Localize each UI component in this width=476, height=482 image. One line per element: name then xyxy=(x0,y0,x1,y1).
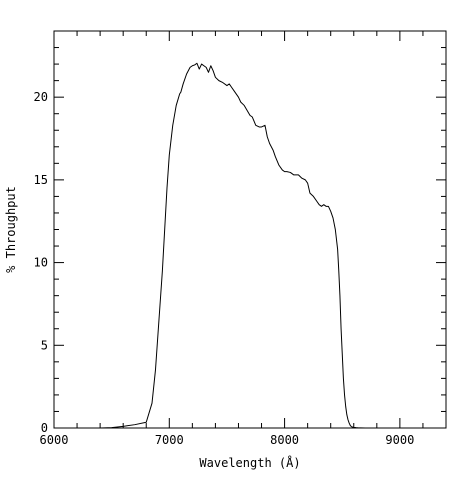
x-tick-label: 6000 xyxy=(40,433,69,447)
x-tick-label: 8000 xyxy=(270,433,299,447)
y-axis-label: % Throughput xyxy=(4,186,18,273)
y-tick-label: 5 xyxy=(41,338,48,352)
y-tick-label: 20 xyxy=(34,90,48,104)
y-tick-label: 15 xyxy=(34,173,48,187)
y-tick-label: 0 xyxy=(41,421,48,435)
x-tick-label: 9000 xyxy=(385,433,414,447)
x-tick-label: 7000 xyxy=(155,433,184,447)
throughput-curve xyxy=(54,62,446,429)
y-tick-label: 10 xyxy=(34,256,48,270)
plot-frame xyxy=(53,30,447,429)
x-axis-label: Wavelength (Å) xyxy=(199,455,300,470)
